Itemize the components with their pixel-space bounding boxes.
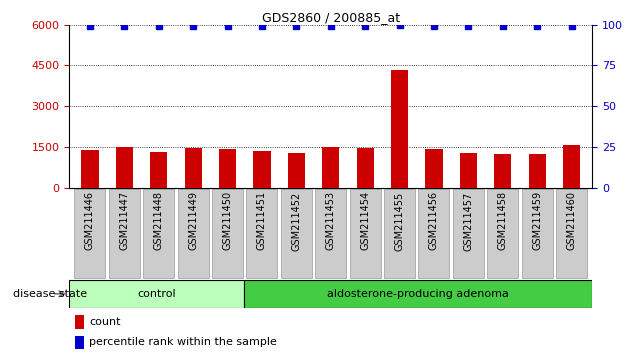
- Text: GSM211457: GSM211457: [463, 191, 473, 251]
- Bar: [244, 280, 592, 308]
- FancyBboxPatch shape: [522, 189, 553, 278]
- Text: GSM211450: GSM211450: [222, 191, 232, 250]
- Bar: [357, 148, 374, 188]
- Text: GSM211446: GSM211446: [85, 191, 95, 250]
- Text: count: count: [89, 317, 121, 327]
- FancyBboxPatch shape: [350, 189, 381, 278]
- Bar: [219, 149, 236, 188]
- Bar: [288, 153, 305, 188]
- Bar: [253, 151, 270, 188]
- FancyBboxPatch shape: [143, 189, 175, 278]
- Bar: [391, 70, 408, 188]
- Text: GSM211458: GSM211458: [498, 191, 508, 250]
- Bar: [494, 154, 512, 188]
- FancyBboxPatch shape: [74, 189, 105, 278]
- Text: GSM211453: GSM211453: [326, 191, 336, 250]
- Bar: [74, 315, 84, 329]
- Bar: [74, 336, 84, 349]
- Bar: [529, 154, 546, 188]
- Bar: [425, 149, 442, 188]
- Text: GSM211451: GSM211451: [257, 191, 267, 250]
- FancyBboxPatch shape: [384, 189, 415, 278]
- Bar: [69, 280, 244, 308]
- Bar: [563, 145, 580, 188]
- FancyBboxPatch shape: [281, 189, 312, 278]
- Text: GSM211449: GSM211449: [188, 191, 198, 250]
- Text: GSM211455: GSM211455: [394, 191, 404, 251]
- FancyBboxPatch shape: [178, 189, 209, 278]
- Text: percentile rank within the sample: percentile rank within the sample: [89, 337, 277, 348]
- Text: control: control: [137, 289, 176, 299]
- Bar: [185, 148, 202, 188]
- FancyBboxPatch shape: [315, 189, 346, 278]
- Text: GSM211447: GSM211447: [119, 191, 129, 250]
- Text: disease state: disease state: [13, 289, 87, 299]
- Text: GSM211448: GSM211448: [154, 191, 164, 250]
- Bar: [322, 147, 340, 188]
- Text: GSM211459: GSM211459: [532, 191, 542, 250]
- FancyBboxPatch shape: [109, 189, 140, 278]
- FancyBboxPatch shape: [418, 189, 449, 278]
- Text: GSM211454: GSM211454: [360, 191, 370, 250]
- Bar: [81, 150, 98, 188]
- FancyBboxPatch shape: [212, 189, 243, 278]
- Text: GSM211456: GSM211456: [429, 191, 439, 250]
- Text: GDS2860 / 200885_at: GDS2860 / 200885_at: [261, 11, 400, 24]
- Bar: [150, 152, 168, 188]
- FancyBboxPatch shape: [246, 189, 277, 278]
- FancyBboxPatch shape: [487, 189, 518, 278]
- Text: GSM211452: GSM211452: [291, 191, 301, 251]
- Text: GSM211460: GSM211460: [566, 191, 576, 250]
- Text: aldosterone-producing adenoma: aldosterone-producing adenoma: [327, 289, 509, 299]
- Bar: [116, 147, 133, 188]
- FancyBboxPatch shape: [453, 189, 484, 278]
- FancyBboxPatch shape: [556, 189, 587, 278]
- Bar: [460, 153, 477, 188]
